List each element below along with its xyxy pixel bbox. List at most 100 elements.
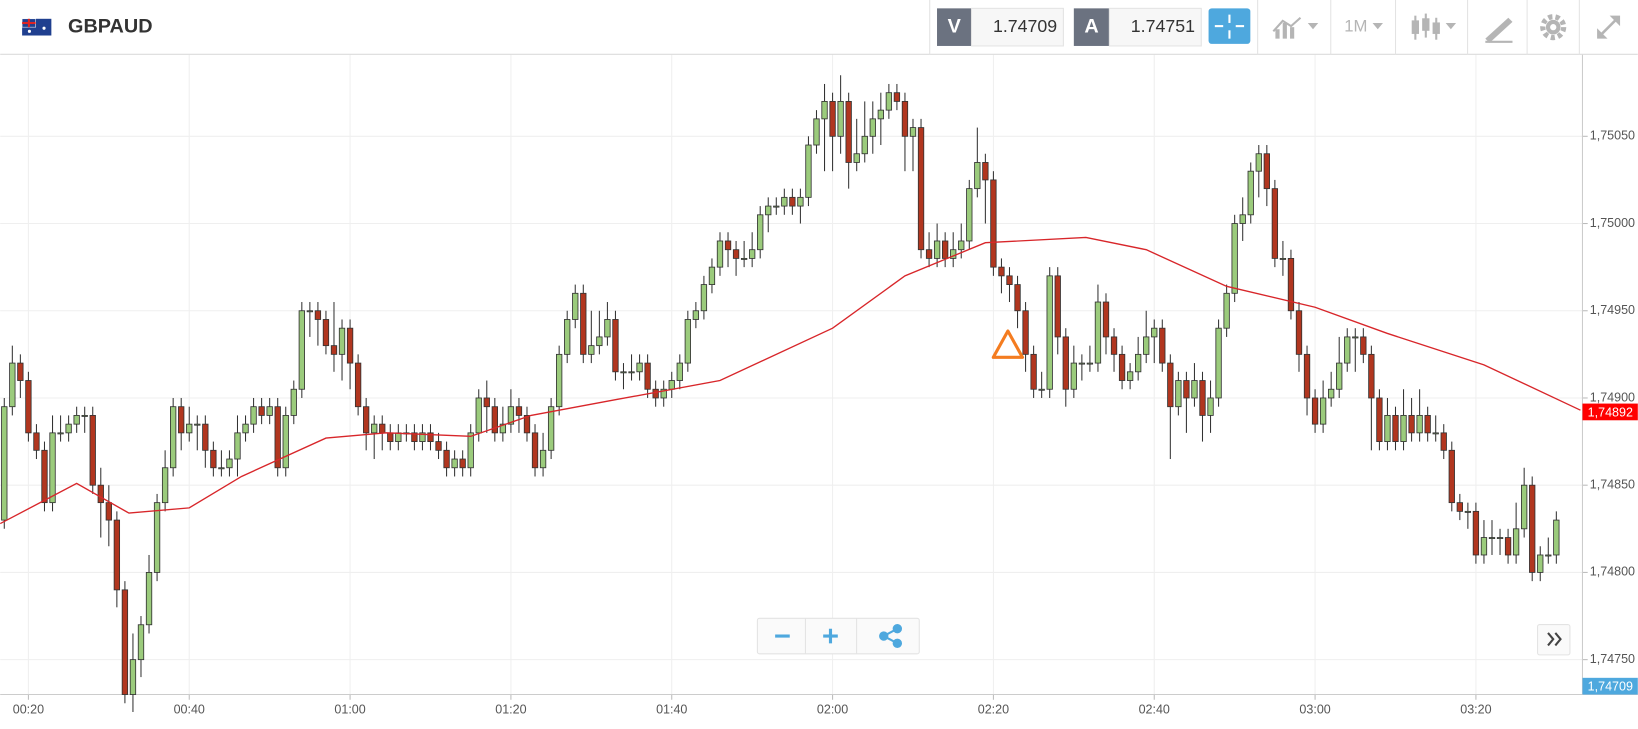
candle-body bbox=[459, 458, 466, 469]
x-tick-label: 03:00 bbox=[1299, 703, 1330, 717]
candle-body bbox=[1512, 528, 1520, 556]
candle-body bbox=[1287, 257, 1295, 312]
candle-body bbox=[1448, 449, 1455, 504]
candle-body bbox=[1070, 362, 1077, 390]
candle-body bbox=[724, 240, 732, 251]
candle-body bbox=[692, 310, 700, 320]
candle-body bbox=[427, 432, 434, 443]
candle-body bbox=[290, 388, 297, 416]
triangle-annotation bbox=[991, 329, 1025, 359]
fullscreen-button[interactable] bbox=[1597, 15, 1621, 39]
candle-body bbox=[700, 284, 708, 312]
candle-body bbox=[837, 100, 844, 137]
moving-average-line bbox=[0, 236, 1581, 525]
candle-body bbox=[89, 414, 96, 486]
y-tick-label: 1,74750 bbox=[1590, 652, 1635, 666]
candle-body bbox=[1303, 353, 1311, 399]
candle-body bbox=[1255, 153, 1262, 172]
candle-body bbox=[539, 449, 547, 469]
candle-body bbox=[716, 240, 724, 268]
y-tick-label: 1,74800 bbox=[1590, 565, 1635, 579]
header-bar bbox=[0, 0, 1638, 55]
candle-body bbox=[917, 127, 925, 251]
zoom-in-button[interactable] bbox=[823, 628, 838, 644]
candle-body bbox=[81, 414, 88, 417]
candle-body bbox=[483, 397, 490, 408]
candle-body bbox=[547, 406, 555, 451]
candle-body bbox=[515, 406, 523, 416]
candle-body bbox=[73, 414, 80, 425]
y-tick-label: 1,75000 bbox=[1590, 216, 1635, 230]
settings-button[interactable] bbox=[1540, 14, 1567, 41]
candle-body bbox=[1424, 414, 1431, 434]
candle-body bbox=[33, 432, 40, 451]
share-button[interactable] bbox=[879, 624, 903, 649]
ask-price: 1.74751 bbox=[1131, 16, 1195, 36]
header: GBPAUD V 1.74709 A 1.74751 1M bbox=[0, 0, 1638, 55]
x-tick-label: 02:00 bbox=[817, 703, 848, 717]
drawing-button[interactable] bbox=[1485, 17, 1513, 43]
candle-body bbox=[507, 406, 515, 425]
timeframe[interactable]: 1M bbox=[1344, 17, 1367, 36]
price-tag-label: 1,74709 bbox=[1588, 680, 1633, 694]
scroll-to-end-button[interactable] bbox=[1537, 624, 1571, 656]
candle-body bbox=[137, 624, 145, 661]
candle-body bbox=[322, 319, 330, 347]
candle-body bbox=[1167, 362, 1174, 408]
candle-body bbox=[1183, 380, 1190, 399]
candle-body bbox=[1545, 554, 1552, 557]
x-tick-label: 02:40 bbox=[1139, 703, 1170, 717]
candle-body bbox=[1480, 537, 1488, 556]
candle-body bbox=[113, 519, 121, 591]
candle-body bbox=[1223, 292, 1230, 329]
candle-body bbox=[234, 432, 241, 460]
candle-body bbox=[765, 205, 772, 216]
candle-body bbox=[556, 353, 563, 408]
candle-body bbox=[1311, 397, 1319, 425]
candle-body bbox=[1521, 484, 1528, 530]
candle-body bbox=[861, 135, 868, 155]
candle-body bbox=[1376, 397, 1383, 443]
candle-body bbox=[732, 249, 740, 259]
candle-body bbox=[612, 319, 619, 373]
candle-body bbox=[933, 240, 941, 259]
candle-body bbox=[740, 257, 748, 260]
candle-body bbox=[1038, 388, 1045, 391]
candle-body bbox=[1384, 414, 1391, 443]
candle-body bbox=[628, 371, 635, 374]
candle-body bbox=[998, 266, 1005, 277]
crosshair-button[interactable] bbox=[1208, 8, 1251, 44]
candle-body bbox=[531, 432, 539, 469]
bid-label: V bbox=[948, 15, 962, 37]
x-tick-label: 00:20 bbox=[13, 703, 44, 717]
candle-body bbox=[258, 406, 265, 416]
candle-body bbox=[354, 362, 362, 408]
y-tick-label: 1,74900 bbox=[1590, 390, 1635, 404]
candle-body bbox=[974, 162, 981, 190]
candle-body bbox=[1488, 537, 1496, 539]
ask-box[interactable] bbox=[1108, 7, 1202, 47]
candle-body bbox=[1368, 353, 1375, 399]
candle-body bbox=[65, 423, 72, 434]
candle-body bbox=[982, 162, 989, 181]
bid-badge bbox=[937, 8, 972, 46]
x-tick-label: 01:40 bbox=[656, 703, 687, 717]
candle-body bbox=[1239, 214, 1246, 224]
bid-box[interactable] bbox=[970, 7, 1064, 47]
candle-body bbox=[1207, 397, 1214, 416]
candle-body bbox=[1062, 336, 1069, 390]
candle-body bbox=[274, 406, 281, 469]
candle-body bbox=[1014, 284, 1021, 312]
indicator-button[interactable] bbox=[1272, 16, 1319, 39]
candle-body bbox=[1, 406, 8, 521]
candle-body bbox=[210, 449, 217, 469]
candle-body bbox=[1472, 510, 1480, 556]
candle-body bbox=[202, 423, 209, 451]
candle-body bbox=[901, 100, 909, 137]
candle-body bbox=[966, 188, 973, 242]
candle-body bbox=[684, 319, 691, 364]
chart-type-button[interactable] bbox=[1411, 13, 1457, 40]
candle-body bbox=[564, 319, 571, 355]
candle-body bbox=[1159, 327, 1166, 364]
